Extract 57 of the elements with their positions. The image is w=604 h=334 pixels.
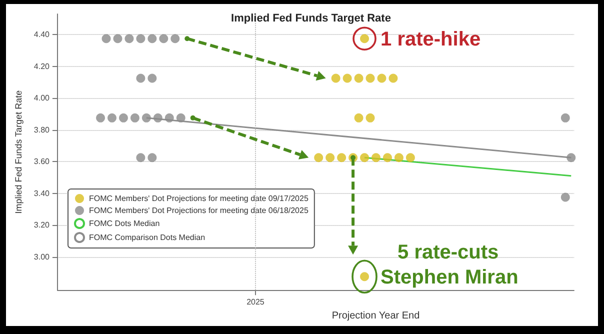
y-tick-label: 3.40 (34, 188, 50, 198)
point (342, 74, 352, 83)
point (377, 74, 386, 83)
point (96, 113, 106, 122)
y-tick-label: 3.00 (34, 252, 50, 262)
point (118, 113, 128, 122)
point (354, 74, 364, 83)
point (360, 153, 370, 162)
point (136, 74, 146, 83)
point (331, 74, 340, 83)
point (164, 113, 174, 122)
point (148, 153, 157, 162)
point (406, 153, 415, 162)
annotation: Stephen Miran (380, 266, 518, 289)
x-tick-label: 2025 (246, 298, 265, 307)
y-tick-label: 4.00 (34, 94, 50, 103)
point (388, 74, 398, 83)
point (130, 113, 140, 122)
point (148, 34, 157, 44)
legend-label: FOMC Members' Dot Projections for meeting date 09/17/2025 (89, 194, 309, 203)
point (337, 153, 346, 162)
annotation: 1 rate-hike (380, 28, 481, 51)
y-tick-label: 3.20 (34, 220, 50, 230)
y-tick-label: 4.40 (34, 30, 50, 40)
point (136, 34, 146, 44)
point (113, 34, 122, 44)
point (382, 153, 392, 162)
point (366, 113, 375, 122)
point (366, 74, 375, 83)
point (153, 113, 162, 122)
legend-label: FOMC Comparison Dots Median (89, 233, 206, 242)
annotation: 5 rate-cuts (398, 242, 499, 264)
y-axis-title: Implied Fed Funds Target Rate (14, 90, 24, 214)
legend-label: FOMC Members' Dot Projections for meeting date 06/18/2025 (89, 206, 309, 215)
y-tick-label: 3.60 (34, 157, 50, 166)
point (176, 113, 186, 122)
point (148, 74, 157, 83)
point (170, 34, 180, 44)
y-tick-label: 3.80 (34, 125, 50, 134)
point (394, 153, 404, 162)
point (136, 153, 146, 162)
point (566, 153, 576, 162)
y-tick-label: 4.20 (34, 62, 50, 71)
point (372, 153, 380, 162)
point (102, 34, 111, 44)
point (159, 34, 168, 44)
point (560, 192, 570, 202)
point (142, 113, 151, 122)
point (108, 113, 116, 122)
point (326, 153, 335, 162)
legend-label: FOMC Dots Median (89, 219, 160, 228)
point (560, 113, 570, 122)
point (314, 153, 324, 162)
chart-title: Implied Fed Funds Target Rate (231, 12, 391, 24)
point (124, 34, 134, 44)
point (354, 113, 364, 122)
x-axis-title: Projection Year End (332, 310, 420, 322)
